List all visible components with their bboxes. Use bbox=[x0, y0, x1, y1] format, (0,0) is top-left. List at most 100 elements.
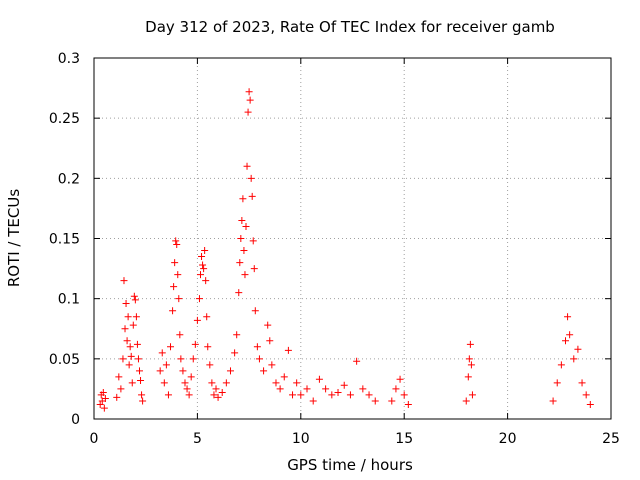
data-point bbox=[202, 277, 210, 285]
data-point bbox=[185, 391, 193, 399]
data-point bbox=[233, 331, 241, 339]
data-point bbox=[255, 355, 263, 363]
data-point bbox=[173, 241, 181, 249]
data-point bbox=[244, 108, 252, 116]
data-point bbox=[289, 391, 297, 399]
data-point bbox=[586, 401, 594, 409]
grid-lines bbox=[94, 58, 611, 419]
data-point bbox=[276, 385, 284, 393]
data-point bbox=[174, 271, 182, 279]
y-tick-label: 0.15 bbox=[49, 232, 80, 248]
data-point bbox=[284, 346, 292, 354]
data-point bbox=[203, 313, 211, 321]
data-point bbox=[134, 355, 142, 363]
data-point bbox=[199, 261, 207, 269]
data-point bbox=[570, 355, 578, 363]
data-point bbox=[266, 337, 274, 345]
data-point bbox=[100, 404, 108, 412]
data-point bbox=[566, 331, 574, 339]
data-point bbox=[128, 379, 136, 387]
data-point bbox=[197, 271, 205, 279]
data-point bbox=[214, 393, 222, 401]
data-point bbox=[167, 343, 175, 351]
data-point bbox=[467, 361, 475, 369]
data-point bbox=[578, 379, 586, 387]
data-point bbox=[137, 376, 145, 384]
data-point bbox=[132, 313, 140, 321]
data-point bbox=[365, 391, 373, 399]
data-point bbox=[237, 235, 245, 242]
data-point bbox=[564, 313, 572, 321]
data-point bbox=[139, 397, 147, 405]
data-point bbox=[212, 385, 220, 393]
data-point bbox=[121, 325, 129, 333]
data-point bbox=[371, 397, 379, 405]
data-point bbox=[175, 295, 183, 303]
data-point bbox=[127, 352, 135, 360]
data-point bbox=[124, 313, 132, 321]
y-tick-label: 0.05 bbox=[49, 352, 80, 368]
data-point bbox=[208, 379, 216, 387]
y-tick-labels: 0 0.05 0.1 0.15 0.2 0.25 0.3 bbox=[49, 51, 80, 428]
data-point bbox=[353, 357, 361, 365]
data-point bbox=[99, 389, 107, 397]
data-point bbox=[582, 391, 590, 399]
y-tick-label: 0.3 bbox=[58, 51, 80, 67]
data-point bbox=[359, 385, 367, 393]
data-point bbox=[171, 259, 179, 267]
data-point bbox=[238, 216, 246, 224]
data-point bbox=[101, 395, 109, 403]
data-point bbox=[468, 391, 476, 399]
data-point bbox=[177, 355, 185, 363]
data-points bbox=[96, 88, 594, 412]
data-point bbox=[340, 381, 348, 389]
x-tick-label: 0 bbox=[90, 431, 99, 447]
data-point bbox=[218, 389, 226, 397]
y-axis-label: ROTI / TECUs bbox=[5, 189, 23, 287]
data-point bbox=[231, 349, 239, 357]
data-point bbox=[170, 283, 178, 291]
data-point bbox=[191, 340, 199, 348]
data-point bbox=[240, 247, 248, 255]
data-point bbox=[557, 361, 565, 369]
data-point bbox=[117, 385, 125, 393]
x-tick-label: 5 bbox=[193, 431, 202, 447]
data-point bbox=[549, 397, 557, 405]
data-point bbox=[251, 307, 259, 315]
data-point bbox=[249, 237, 257, 245]
data-point bbox=[187, 373, 195, 381]
data-point bbox=[189, 355, 197, 363]
data-point bbox=[464, 373, 472, 381]
data-point bbox=[334, 389, 342, 397]
data-point bbox=[201, 247, 209, 255]
data-point bbox=[396, 375, 404, 383]
data-point bbox=[245, 88, 253, 96]
data-point bbox=[466, 340, 474, 348]
data-point bbox=[247, 174, 255, 182]
data-point bbox=[562, 337, 570, 345]
data-point bbox=[200, 265, 208, 273]
data-point bbox=[156, 367, 164, 375]
data-point bbox=[115, 373, 123, 381]
data-point bbox=[272, 379, 280, 387]
x-tick-label: 20 bbox=[499, 431, 517, 447]
data-point bbox=[264, 321, 272, 329]
y-tick-label: 0.1 bbox=[58, 292, 80, 308]
data-point bbox=[246, 96, 254, 104]
data-point bbox=[293, 379, 301, 387]
data-point bbox=[392, 385, 400, 393]
data-point bbox=[400, 391, 408, 399]
chart-title: Day 312 of 2023, Rate Of TEC Index for r… bbox=[145, 18, 555, 36]
data-point bbox=[268, 361, 276, 369]
data-point bbox=[169, 307, 177, 315]
data-point bbox=[129, 321, 137, 329]
data-point bbox=[404, 401, 412, 409]
data-point bbox=[574, 345, 582, 353]
data-point bbox=[113, 393, 121, 401]
data-point bbox=[222, 379, 230, 387]
data-point bbox=[553, 379, 561, 387]
data-point bbox=[183, 385, 191, 393]
data-point bbox=[123, 337, 131, 345]
data-point bbox=[280, 373, 288, 381]
